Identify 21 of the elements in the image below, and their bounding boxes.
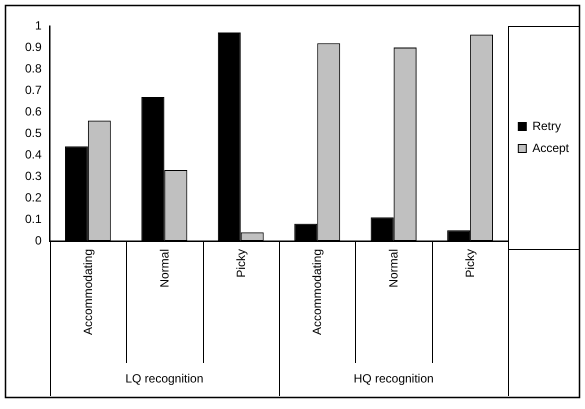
y-tick-label: 0.8 — [24, 61, 42, 76]
x-tick-label: Accommodating — [80, 249, 95, 336]
x-tick-label: Normal — [157, 249, 172, 288]
y-tick-label: 0 — [34, 233, 42, 248]
y-tick-label: 1 — [34, 18, 42, 32]
y-tick-label: 0.5 — [24, 126, 42, 140]
text: HQ recognition — [354, 371, 434, 386]
y-tick-label: 0.1 — [24, 212, 42, 226]
x-tick-label: Normal — [386, 249, 401, 288]
y-tick-label: 0.7 — [24, 82, 42, 97]
x-tick-label: Picky — [463, 249, 478, 278]
legend-label: Retry — [532, 118, 561, 133]
text: LQ recognition — [125, 371, 204, 386]
y-tick-label: 0.9 — [24, 40, 42, 54]
y-tick-label: 0.4 — [24, 147, 42, 162]
legend-label: Accept — [532, 140, 570, 155]
y-tick-label: 0.3 — [24, 168, 42, 183]
x-tick-label: Picky — [234, 249, 248, 278]
y-tick-label: 0.2 — [24, 190, 42, 204]
y-tick-label: 0.6 — [24, 104, 42, 118]
x-tick-label: Accommodating — [310, 249, 324, 336]
